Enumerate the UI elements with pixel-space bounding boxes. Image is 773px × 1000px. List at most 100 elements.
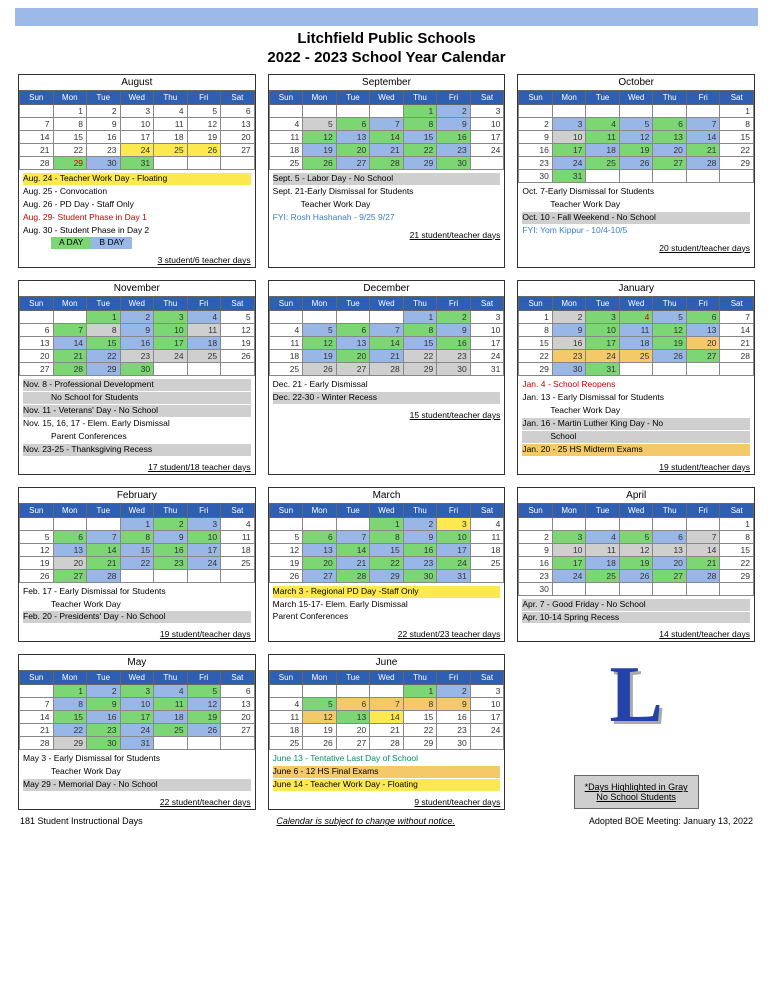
calendar-cell: 19 (619, 556, 653, 569)
day-header: Thu (653, 503, 687, 517)
day-header: Sun (519, 297, 553, 311)
calendar-cell: 17 (120, 131, 154, 144)
calendar-cell: 26 (303, 737, 337, 750)
calendar-cell: 19 (303, 350, 337, 363)
calendar-table: SunMonTueWedThuFriSat1234567891011121314… (269, 90, 505, 170)
day-header: Thu (403, 91, 437, 105)
day-header: Wed (120, 297, 154, 311)
calendar-table: SunMonTueWedThuFriSat1234567891011121314… (19, 670, 255, 750)
calendar-cell: 9 (437, 324, 471, 337)
day-header: Mon (552, 297, 586, 311)
calendar-cell: 1 (519, 311, 553, 324)
calendar-cell: 29 (519, 363, 553, 376)
note-line: FYI: Rosh Hashanah - 9/25 9/27 (273, 212, 501, 224)
school-logo: L (609, 655, 662, 735)
calendar-cell: 5 (20, 530, 54, 543)
calendar-cell: 28 (20, 157, 54, 170)
calendar-cell: 10 (187, 530, 221, 543)
calendar-cell (269, 517, 303, 530)
calendar-cell: 21 (370, 724, 404, 737)
calendar-cell: 27 (336, 363, 370, 376)
calendar-cell: 20 (221, 711, 255, 724)
calendar-cell: 24 (187, 556, 221, 569)
calendar-cell: 17 (552, 556, 586, 569)
calendar-cell: 13 (336, 131, 370, 144)
calendar-cell: 2 (437, 105, 471, 118)
calendar-cell: 3 (586, 311, 620, 324)
note-line: Teacher Work Day (522, 405, 750, 417)
calendar-cell (370, 105, 404, 118)
day-header: Wed (619, 91, 653, 105)
calendar-cell: 17 (470, 131, 504, 144)
calendar-cell: 11 (269, 711, 303, 724)
calendar-cell: 12 (303, 131, 337, 144)
calendar-cell: 9 (437, 118, 471, 131)
calendar-cell: 4 (619, 311, 653, 324)
day-header: Mon (303, 503, 337, 517)
note-line: Oct. 10 - Fall Weekend - No School (522, 212, 750, 224)
calendar-cell: 25 (154, 144, 188, 157)
calendar-cell: 4 (586, 118, 620, 131)
calendar-cell: 29 (87, 363, 121, 376)
day-header: Mon (303, 91, 337, 105)
day-header: Fri (686, 91, 720, 105)
month-notes: Nov. 8 - Professional DevelopmentNo Scho… (19, 376, 255, 459)
calendar-cell (221, 737, 255, 750)
calendar-cell: 15 (53, 711, 87, 724)
calendar-cell: 30 (437, 737, 471, 750)
month-notes: Dec. 21 - Early DismissalDec. 22-30 - Wi… (269, 376, 505, 408)
day-header: Fri (437, 503, 471, 517)
month-notes: June 13 - Tentative Last Day of SchoolJu… (269, 750, 505, 795)
calendar-cell: 6 (686, 311, 720, 324)
day-header: Mon (53, 297, 87, 311)
day-header: Sat (221, 297, 255, 311)
day-header: Wed (370, 91, 404, 105)
calendar-cell: 7 (87, 530, 121, 543)
month-notes: Jan. 4 - School ReopensJan. 13 - Early D… (518, 376, 754, 459)
calendar-cell: 10 (552, 543, 586, 556)
calendar-cell: 21 (87, 556, 121, 569)
calendar-cell: 6 (221, 105, 255, 118)
calendar-cell: 12 (619, 543, 653, 556)
calendar-cell (20, 311, 54, 324)
day-header: Mon (552, 91, 586, 105)
calendar-cell: 7 (20, 698, 54, 711)
calendar-cell: 28 (686, 157, 720, 170)
calendar-cell: 18 (187, 337, 221, 350)
calendar-cell: 14 (686, 543, 720, 556)
calendar-cell: 27 (336, 157, 370, 170)
day-header: Thu (403, 671, 437, 685)
calendar-cell: 31 (120, 157, 154, 170)
day-header: Sun (20, 671, 54, 685)
day-header: Wed (619, 503, 653, 517)
calendar-cell: 21 (53, 350, 87, 363)
calendar-cell: 30 (552, 363, 586, 376)
calendar-cell (470, 569, 504, 582)
calendar-cell (619, 517, 653, 530)
day-header: Sun (20, 91, 54, 105)
day-header: Thu (154, 91, 188, 105)
calendar-cell: 29 (53, 157, 87, 170)
calendar-cell: 12 (303, 711, 337, 724)
footer-mid: Calendar is subject to change without no… (276, 816, 455, 826)
calendar-cell: 25 (269, 157, 303, 170)
day-header: Sun (269, 297, 303, 311)
calendar-cell: 2 (120, 311, 154, 324)
calendar-table: SunMonTueWedThuFriSat1234567891011121314… (19, 503, 255, 583)
calendar-cell: 19 (303, 724, 337, 737)
calendar-cell: 6 (221, 685, 255, 698)
month-title: March (269, 488, 505, 503)
calendar-cell: 9 (87, 118, 121, 131)
calendar-cell: 13 (653, 131, 687, 144)
calendar-cell (187, 569, 221, 582)
calendar-cell: 18 (269, 724, 303, 737)
calendar-cell (619, 363, 653, 376)
calendar-cell: 9 (87, 698, 121, 711)
calendar-cell: 30 (87, 737, 121, 750)
calendar-cell: 12 (303, 337, 337, 350)
note-line: March 15-17- Elem. Early Dismissal (273, 599, 501, 611)
calendar-cell: 4 (187, 311, 221, 324)
calendar-cell: 16 (437, 337, 471, 350)
calendar-cell: 28 (720, 350, 754, 363)
calendar-cell: 9 (154, 530, 188, 543)
